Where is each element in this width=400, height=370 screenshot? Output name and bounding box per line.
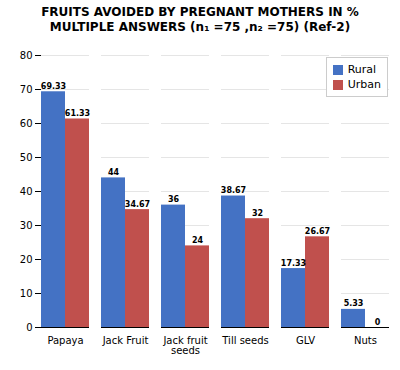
svg-text:60: 60 [20, 118, 33, 129]
svg-text:50: 50 [20, 152, 33, 163]
svg-text:10: 10 [20, 288, 33, 299]
svg-text:44: 44 [108, 168, 120, 177]
svg-text:69.33: 69.33 [41, 82, 66, 91]
html-text:Urban: Urban [347, 78, 381, 91]
svg-text:34.67: 34.67 [125, 200, 150, 209]
svg-text:38.67: 38.67 [221, 186, 246, 195]
svg-text:40: 40 [20, 186, 33, 197]
svg-text:Nuts: Nuts [354, 335, 377, 346]
html-text:Rural: Rural [347, 63, 377, 76]
svg-text:17.33: 17.33 [281, 259, 306, 268]
svg-text:36: 36 [168, 195, 180, 204]
svg-text:80: 80 [20, 50, 33, 61]
svg-text:20: 20 [20, 254, 33, 265]
svg-text:Jack fruitseeds: Jack fruitseeds [162, 335, 207, 356]
svg-text:26.67: 26.67 [305, 227, 330, 236]
html-text:MULTIPLE ANSWERS (n₁ =75 ,n₂ =: MULTIPLE ANSWERS (n₁ =75 ,n₂ =75) (Ref-2… [49, 20, 351, 34]
svg-text:5.33: 5.33 [344, 299, 364, 308]
svg-text:61.33: 61.33 [65, 109, 90, 118]
svg-text:Jack Fruit: Jack Fruit [102, 335, 149, 346]
svg-text:30: 30 [20, 220, 33, 231]
svg-text:0: 0 [375, 318, 381, 327]
html-text:FRUITS AVOIDED BY PREGNANT MOT: FRUITS AVOIDED BY PREGNANT MOTHERS IN % [41, 5, 359, 19]
svg-text:24: 24 [192, 236, 204, 245]
svg-text:70: 70 [20, 84, 33, 95]
svg-text:32: 32 [252, 209, 263, 218]
svg-text:Till seeds: Till seeds [221, 335, 268, 346]
svg-text:GLV: GLV [296, 335, 315, 346]
svg-text:Papaya: Papaya [47, 335, 83, 346]
svg-text:0: 0 [26, 322, 32, 333]
